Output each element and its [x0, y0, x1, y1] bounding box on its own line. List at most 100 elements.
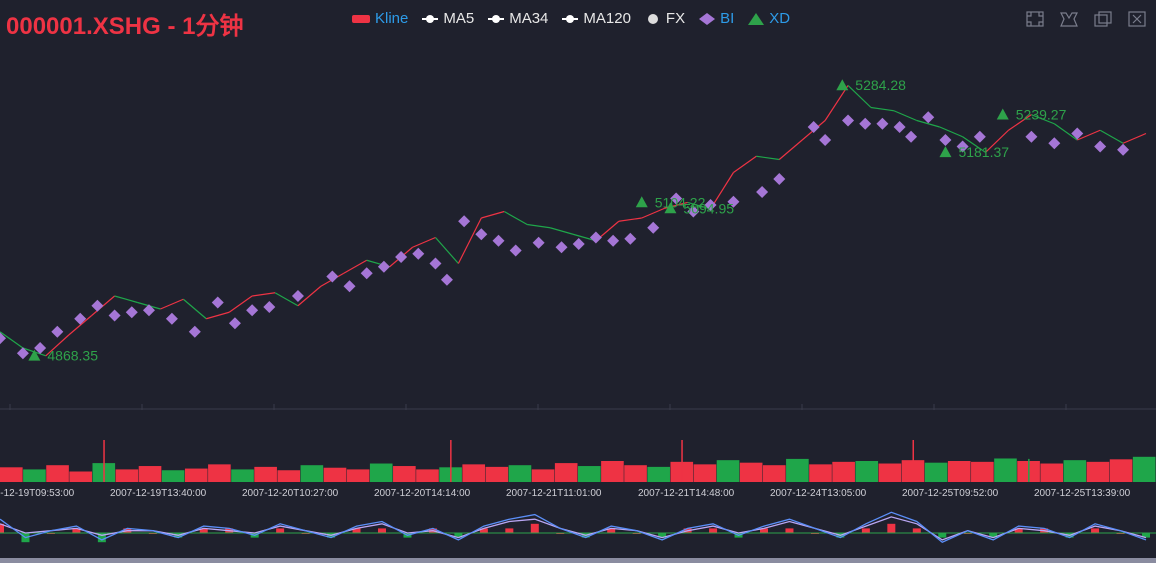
price-line-segment: [1031, 114, 1055, 125]
close-icon[interactable]: [1126, 9, 1148, 29]
volume-bar: [254, 466, 277, 482]
bi-point: [343, 280, 356, 293]
xd-point: [664, 202, 677, 214]
price-line-segment: [618, 217, 642, 222]
volume-bar: [115, 469, 139, 482]
volume-bar: [416, 469, 439, 482]
time-axis-label: 2007-12-20T10:27:00: [242, 488, 339, 499]
legend-item-ma120[interactable]: MA120: [562, 10, 631, 27]
price-line-segment: [114, 295, 138, 304]
price-line-segment: [0, 331, 24, 349]
volume-bar: [1040, 463, 1064, 482]
legend-item-xd[interactable]: XD: [748, 10, 790, 27]
time-axis: 2007-12-19T09:53:00 2007-12-19T13:40:00 20…: [0, 404, 1131, 499]
volume-bar: [878, 463, 902, 482]
price-line-segment: [1077, 129, 1101, 141]
bi-point: [842, 114, 855, 127]
bi-point: [859, 117, 872, 130]
macd-hist-bar: [352, 528, 361, 533]
time-axis-label: 2007-12-21T14:48:00: [638, 488, 735, 499]
bi-point: [589, 231, 602, 244]
volume-bar: [138, 466, 162, 482]
macd-hist-bar: [1142, 533, 1150, 538]
bi-point: [246, 304, 259, 317]
volume-bar: [323, 467, 347, 482]
legend-symbol-ma120: [562, 14, 579, 23]
price-line-segment: [1008, 114, 1032, 131]
price-line-segment: [916, 119, 940, 128]
legend-symbol-xd: [748, 12, 765, 25]
bi-point: [819, 134, 832, 146]
bi-point: [211, 296, 224, 309]
bi-point: [51, 325, 64, 338]
macd-hist-bar: [97, 533, 106, 543]
volume-bar: [23, 469, 46, 482]
legend-label-fx: FX: [665, 10, 686, 27]
legend-label-xd: XD: [769, 10, 791, 27]
bi-point: [91, 299, 104, 312]
bi-point: [1048, 137, 1061, 150]
volume-bar: [601, 461, 624, 482]
legend-item-bi[interactable]: BI: [699, 10, 734, 27]
bi-point: [893, 121, 906, 133]
bi-point: [555, 241, 568, 254]
price-line-segment: [985, 129, 1009, 153]
macd-hist-bar: [1091, 528, 1100, 533]
bi-point: [727, 195, 740, 208]
macd-hist-bar: [378, 528, 386, 533]
volume-bar: [924, 462, 948, 482]
legend-item-ma5[interactable]: MA5: [422, 10, 474, 27]
volume-bar: [693, 464, 717, 482]
volume-bar: [161, 470, 185, 482]
datazoom-slider[interactable]: [0, 558, 1156, 563]
macd-hist-bar: [0, 523, 4, 533]
time-axis-label: 2007-12-21T11:01:00: [506, 488, 602, 499]
volume-bar: [739, 462, 763, 482]
macd-hist-bar: [479, 528, 488, 533]
legend-label-ma120: MA120: [583, 10, 631, 27]
bi-point: [939, 134, 952, 146]
bi-point: [263, 301, 276, 314]
volume-bar: [0, 467, 23, 482]
macd-hist-bar: [912, 528, 921, 533]
volume-bar: [647, 466, 670, 482]
bi-point: [34, 342, 47, 354]
macd-hist-bar: [861, 528, 870, 533]
macd-hist-bar: [530, 523, 539, 533]
price-line-segment: [527, 223, 551, 229]
price-line-segment: [549, 227, 574, 235]
price-line-segment: [274, 292, 299, 307]
time-axis-label: 2007-12-24T13:05:00: [770, 488, 867, 499]
volume-bar: [369, 463, 393, 482]
zoom-icon[interactable]: [1024, 9, 1046, 29]
restore-icon[interactable]: [1092, 9, 1114, 29]
bi-point: [188, 325, 201, 338]
macd-hist-bar: [607, 528, 616, 533]
price-line-segment: [1099, 129, 1124, 144]
price-line-segment: [412, 236, 436, 248]
price-line-segment: [481, 210, 505, 219]
price-line-segment: [160, 298, 184, 310]
bi-point: [1025, 130, 1038, 143]
bi-point: [647, 221, 660, 234]
bi-point: [291, 290, 304, 302]
bi-point: [360, 267, 373, 280]
volume-bar: [947, 461, 971, 482]
legend-item-fx[interactable]: FX: [645, 10, 685, 27]
legend-label-kline: Kline: [375, 10, 409, 27]
macd-hist-bar: [887, 523, 896, 533]
legend-item-ma34[interactable]: MA34: [488, 10, 548, 27]
bi-point: [807, 121, 820, 133]
bi-point: [108, 309, 121, 322]
legend-symbol-fx: [647, 13, 658, 24]
macd-hist-bar: [276, 528, 285, 533]
zoom-reset-icon[interactable]: [1058, 9, 1080, 29]
legend-label-ma5: MA5: [443, 10, 475, 27]
price-line-segment: [457, 217, 482, 264]
legend-item-kline[interactable]: Kline: [352, 10, 408, 27]
volume-bar: [994, 458, 1017, 482]
price-line-segment: [435, 237, 459, 264]
bi-point: [773, 173, 786, 185]
bi-point: [492, 234, 505, 247]
